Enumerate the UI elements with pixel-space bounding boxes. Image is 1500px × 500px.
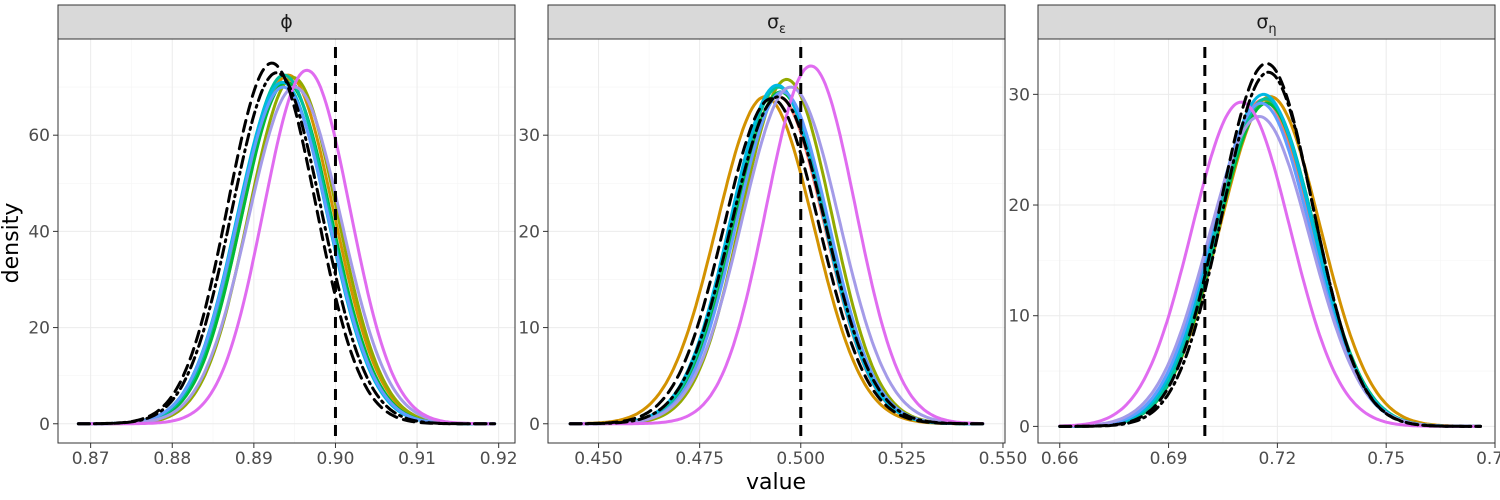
x-tick-label: 0.90 (317, 449, 355, 469)
x-tick-label: 0.75 (1367, 449, 1405, 469)
x-tick-label: 0.475 (675, 449, 724, 469)
facet-title-symbol: σ (1256, 11, 1268, 33)
facet-panel-3: ση 0.66 0.69 0.72 0.75 0.78 0 10 20 30 (1008, 4, 1500, 469)
panel-background (58, 39, 515, 443)
y-tick-label: 20 (1008, 196, 1030, 216)
y-tick-label: 0 (1019, 417, 1030, 437)
density-curve-magenta (568, 64, 985, 426)
x-tick-label: 0.78 (1476, 449, 1500, 469)
density-curve-lavender (568, 85, 985, 426)
x-tick-label: 0.91 (398, 449, 436, 469)
facet-title-symbol: σ (767, 11, 779, 33)
density-curve-dashdot (568, 95, 985, 426)
y-tick-label: 30 (518, 126, 540, 146)
facet-title: σε (767, 11, 786, 37)
facet-panel-1: ϕ 0.87 0.88 0.89 0.90 0.91 0.92 0 20 40 60 (28, 4, 518, 469)
facet-strip (547, 4, 1006, 40)
x-axis-title: value (746, 470, 806, 495)
facet-title-subscript: η (1268, 22, 1276, 37)
density-curve-dashdot (1058, 70, 1482, 428)
density-curve-lavender (76, 85, 497, 426)
x-tick-label: 0.525 (878, 449, 927, 469)
x-tick-label: 0.69 (1150, 449, 1188, 469)
y-tick-label: 10 (1008, 307, 1030, 327)
x-tick-label: 0.88 (153, 449, 191, 469)
x-tick-label: 0.66 (1041, 449, 1079, 469)
y-axis-title: density (0, 203, 24, 284)
y-tick-label: 40 (28, 222, 50, 242)
facet-title: ϕ (280, 11, 293, 33)
x-tick-label: 0.550 (979, 449, 1028, 469)
panel-border (547, 38, 1006, 444)
y-tick-label: 10 (518, 319, 540, 339)
x-tick-label: 0.92 (480, 449, 518, 469)
facet-title: ση (1256, 11, 1276, 37)
density-curve-magenta (1058, 100, 1482, 428)
y-tick-label: 20 (28, 319, 50, 339)
x-tick-label: 0.450 (574, 449, 623, 469)
x-tick-label: 0.87 (72, 449, 110, 469)
y-tick-label: 0 (39, 415, 50, 435)
facet-strip (1037, 4, 1496, 40)
y-tick-label: 30 (1008, 85, 1030, 105)
x-tick-label: 0.89 (235, 449, 273, 469)
panel-border (1037, 38, 1496, 444)
x-tick-label: 0.500 (776, 449, 825, 469)
y-tick-label: 0 (529, 415, 540, 435)
y-tick-label: 20 (518, 222, 540, 242)
panel-border (57, 38, 516, 444)
y-tick-label: 60 (28, 126, 50, 146)
density-curve-magenta (76, 68, 497, 426)
facet-panel-2: σε 0.450 0.475 0.500 0.525 0.550 0 10 20 30 (518, 4, 1028, 469)
facet-strip (57, 4, 516, 40)
x-tick-label: 0.72 (1258, 449, 1296, 469)
facet-title-subscript: ε (779, 22, 786, 37)
density-curve-dashdot (76, 71, 497, 426)
